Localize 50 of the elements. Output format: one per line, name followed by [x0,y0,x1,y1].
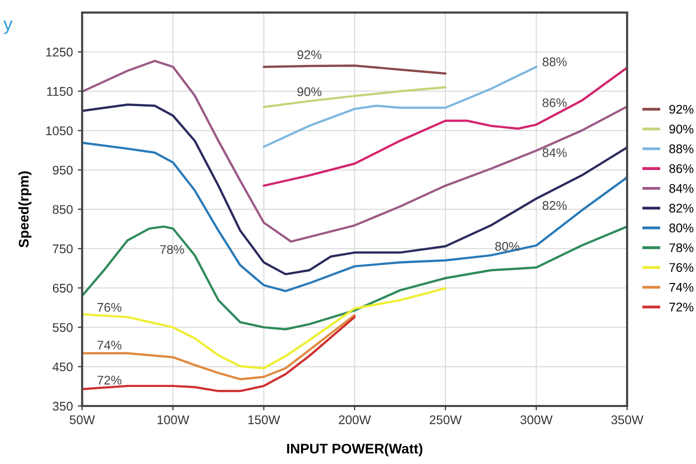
legend-label: 78% [669,243,694,252]
annotation: 74% [98,340,122,350]
line-series [262,66,538,148]
y-tick-label: 950 [52,166,73,175]
annotation: 78% [160,245,184,254]
legend-label: 92% [669,104,694,114]
annotation: 72% [98,376,122,385]
x-tick-label: 200W [338,415,371,424]
y-tick-label: 1150 [47,87,73,96]
y-tick-label: 750 [52,244,73,254]
annotation: 82% [542,201,567,210]
x-tick-label: 50W [70,415,95,424]
legend-label: 74% [669,282,694,292]
annotation: 90% [297,87,322,96]
y-tick-label: 1250 [46,48,73,57]
annotation: 88% [542,57,567,66]
legend-label: 72% [669,302,694,312]
y-tick-label: 450 [52,362,73,372]
annotation: 84% [542,148,567,158]
x-tick-label: 250W [430,415,462,424]
y-tick-label: 1050 [46,126,73,136]
x-axis-title: INPUT POWER(Watt) [287,443,422,456]
y-tick-label: 350 [52,402,73,411]
x-tick-label: 100W [158,415,190,424]
annotation: 80% [495,242,520,251]
legend-label: 80% [669,224,694,232]
line-series [82,316,356,392]
legend-label: 84% [669,184,694,193]
x-tick-label: 350W [611,415,644,424]
line-series [262,66,628,187]
legend-label: 90% [669,124,694,134]
y-tick-label: 850 [52,205,73,214]
line-series [82,225,628,330]
y-tick-label: 650 [52,284,73,293]
legend-label: 86% [669,164,694,174]
annotation: 86% [542,98,567,108]
legend-label: 82% [669,204,694,213]
text: y [4,20,12,34]
annotation: 76% [98,302,122,312]
annotation: 92% [297,50,322,60]
line-series [82,142,628,292]
line-series [262,64,447,75]
line-series [262,86,447,108]
x-tick-label: 150W [248,415,280,424]
line-series [82,287,447,370]
x-tick-label: 300W [520,415,553,424]
legend-label: 76% [669,263,694,272]
y-axis-title: Speed(rpm) [18,171,32,248]
y-tick-label: 550 [52,323,73,332]
legend-label: 88% [669,144,694,154]
